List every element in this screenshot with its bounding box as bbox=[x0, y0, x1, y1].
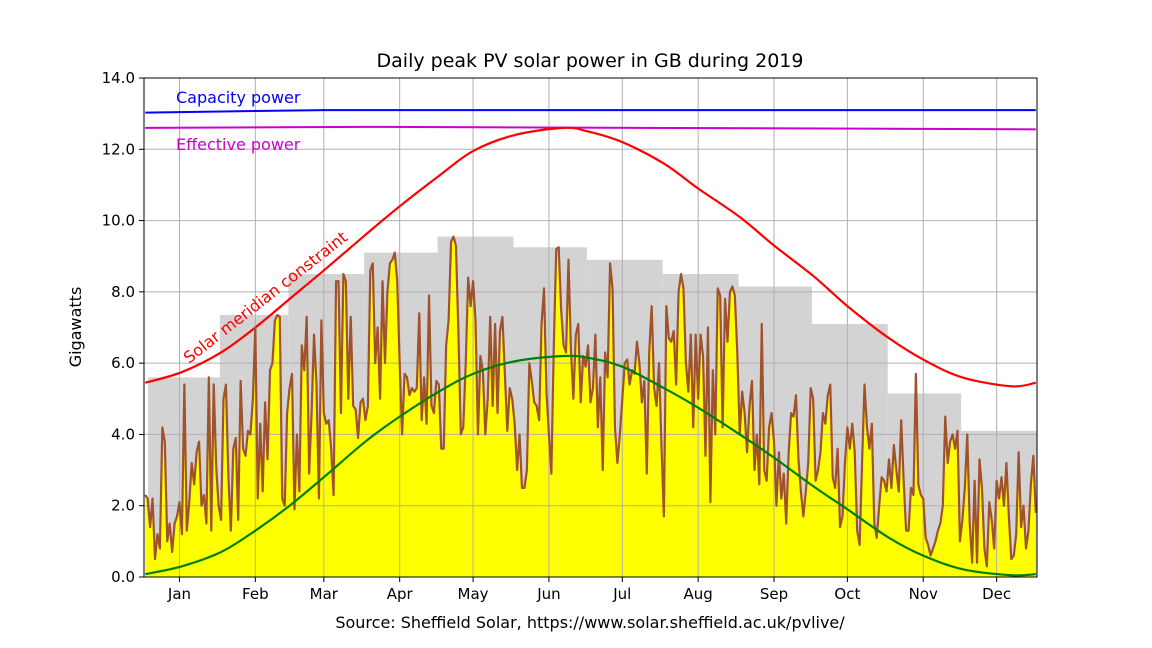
y-tick-label: 4.0 bbox=[111, 425, 135, 443]
x-tick-label: Mar bbox=[310, 585, 339, 603]
y-tick-label: 12.0 bbox=[102, 140, 135, 158]
y-tick-label: 6.0 bbox=[111, 354, 135, 372]
x-tick-label: Nov bbox=[909, 585, 938, 603]
x-tick-label: Jul bbox=[612, 585, 631, 603]
y-tick-label: 0.0 bbox=[111, 568, 135, 586]
x-tick-label: Feb bbox=[242, 585, 269, 603]
series-lines bbox=[144, 109, 1037, 577]
capacity-power-line bbox=[145, 109, 1036, 114]
axes: 0.0 2.0 4.0 6.0 8.0 10.0 12.0 14.0 Jan Feb Mar Apr M… bbox=[102, 69, 1038, 603]
y-tick-label: 14.0 bbox=[102, 69, 135, 87]
x-tick-label: Jun bbox=[536, 585, 560, 603]
x-tick-label: Jan bbox=[167, 585, 191, 603]
x-tick-label: Sep bbox=[760, 585, 788, 603]
y-axis-label: Gigawatts bbox=[66, 287, 85, 368]
y-tick-label: 8.0 bbox=[111, 283, 135, 301]
x-axis-label: Source: Sheffield Solar, https://www.sol… bbox=[335, 613, 845, 632]
x-tick-label: May bbox=[458, 585, 489, 603]
y-tick-label: 2.0 bbox=[111, 497, 135, 515]
daily-peak-line bbox=[144, 235, 1037, 568]
x-tick-label: Apr bbox=[387, 585, 414, 603]
chart-title: Daily peak PV solar power in GB during 2… bbox=[377, 50, 804, 72]
y-tick-label: 10.0 bbox=[102, 212, 135, 230]
effective-power-line bbox=[145, 125, 1036, 131]
daily-fill bbox=[145, 236, 1036, 577]
low-constraint-line bbox=[144, 354, 1036, 577]
plot-frame bbox=[143, 77, 1038, 578]
meridian-constraint-line bbox=[144, 126, 1036, 388]
capacity-power-label: Capacity power bbox=[176, 88, 301, 107]
x-tick-label: Dec bbox=[982, 585, 1011, 603]
daily-peak-area bbox=[145, 236, 1036, 577]
x-tick-label: Aug bbox=[684, 585, 713, 603]
x-tick-label: Oct bbox=[834, 585, 860, 603]
effective-power-label: Effective power bbox=[176, 135, 301, 154]
